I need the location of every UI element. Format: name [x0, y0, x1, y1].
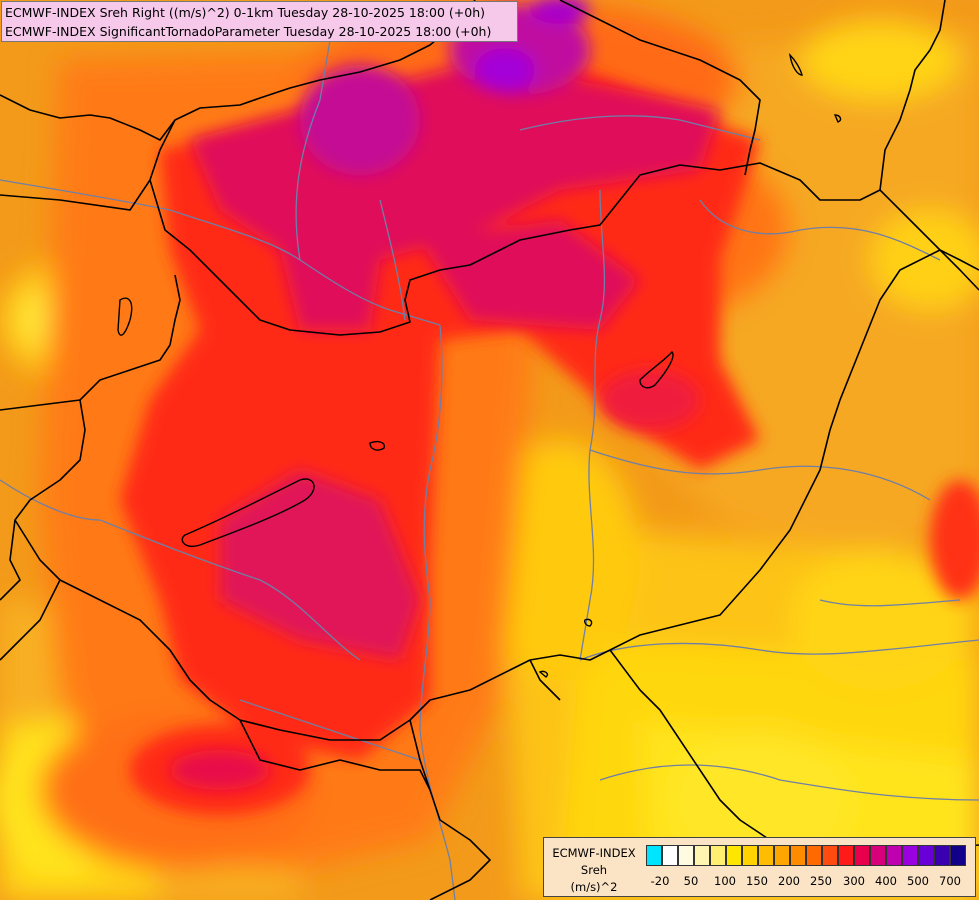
legend-variable-label: Sreh: [580, 863, 608, 877]
legend-tick-label: 500: [907, 874, 929, 888]
title-line-1: ECMWF-INDEX Sreh Right ((m/s)^2) 0-1km T…: [5, 5, 485, 20]
legend-swatch: [822, 845, 838, 866]
legend-swatch: [854, 845, 870, 866]
legend-model-label: ECMWF-INDEX: [552, 846, 636, 860]
legend-tick-label: 400: [875, 874, 897, 888]
legend-swatch: [806, 845, 822, 866]
rivers: [0, 39, 979, 900]
legend-swatch: [774, 845, 790, 866]
legend-tick-label: 150: [746, 874, 768, 888]
legend-unit-label: (m/s)^2: [570, 880, 618, 894]
legend-tick-label: 700: [939, 874, 961, 888]
legend-tick-label: -20: [650, 874, 670, 888]
legend-swatch: [694, 845, 710, 866]
map-title-box: ECMWF-INDEX Sreh Right ((m/s)^2) 0-1km T…: [1, 1, 518, 42]
legend-tick-label: 200: [778, 874, 800, 888]
legend-swatch: [678, 845, 694, 866]
color-legend: ECMWF-INDEX Sreh (m/s)^2 -20 50 100 150 200 2…: [543, 837, 976, 897]
legend-swatch: [838, 845, 854, 866]
legend-swatch: [870, 845, 886, 866]
legend-swatch: [790, 845, 806, 866]
legend-swatch: [918, 845, 934, 866]
title-line-2: ECMWF-INDEX SignificantTornadoParameter …: [5, 24, 492, 39]
legend-swatch: [902, 845, 918, 866]
legend-swatch: [950, 845, 966, 866]
legend-swatch: [646, 845, 662, 866]
legend-swatch: [758, 845, 774, 866]
legend-tick-label: 300: [843, 874, 865, 888]
legend-swatch: [710, 845, 726, 866]
legend-tick-label: 100: [714, 874, 736, 888]
legend-swatch: [934, 845, 950, 866]
legend-swatch: [886, 845, 902, 866]
legend-swatch: [726, 845, 742, 866]
legend-swatch: [742, 845, 758, 866]
legend-tick-label: 250: [810, 874, 832, 888]
lakes: [117, 52, 842, 678]
legend-swatch: [662, 845, 678, 866]
legend-tick-label: 50: [683, 874, 699, 888]
